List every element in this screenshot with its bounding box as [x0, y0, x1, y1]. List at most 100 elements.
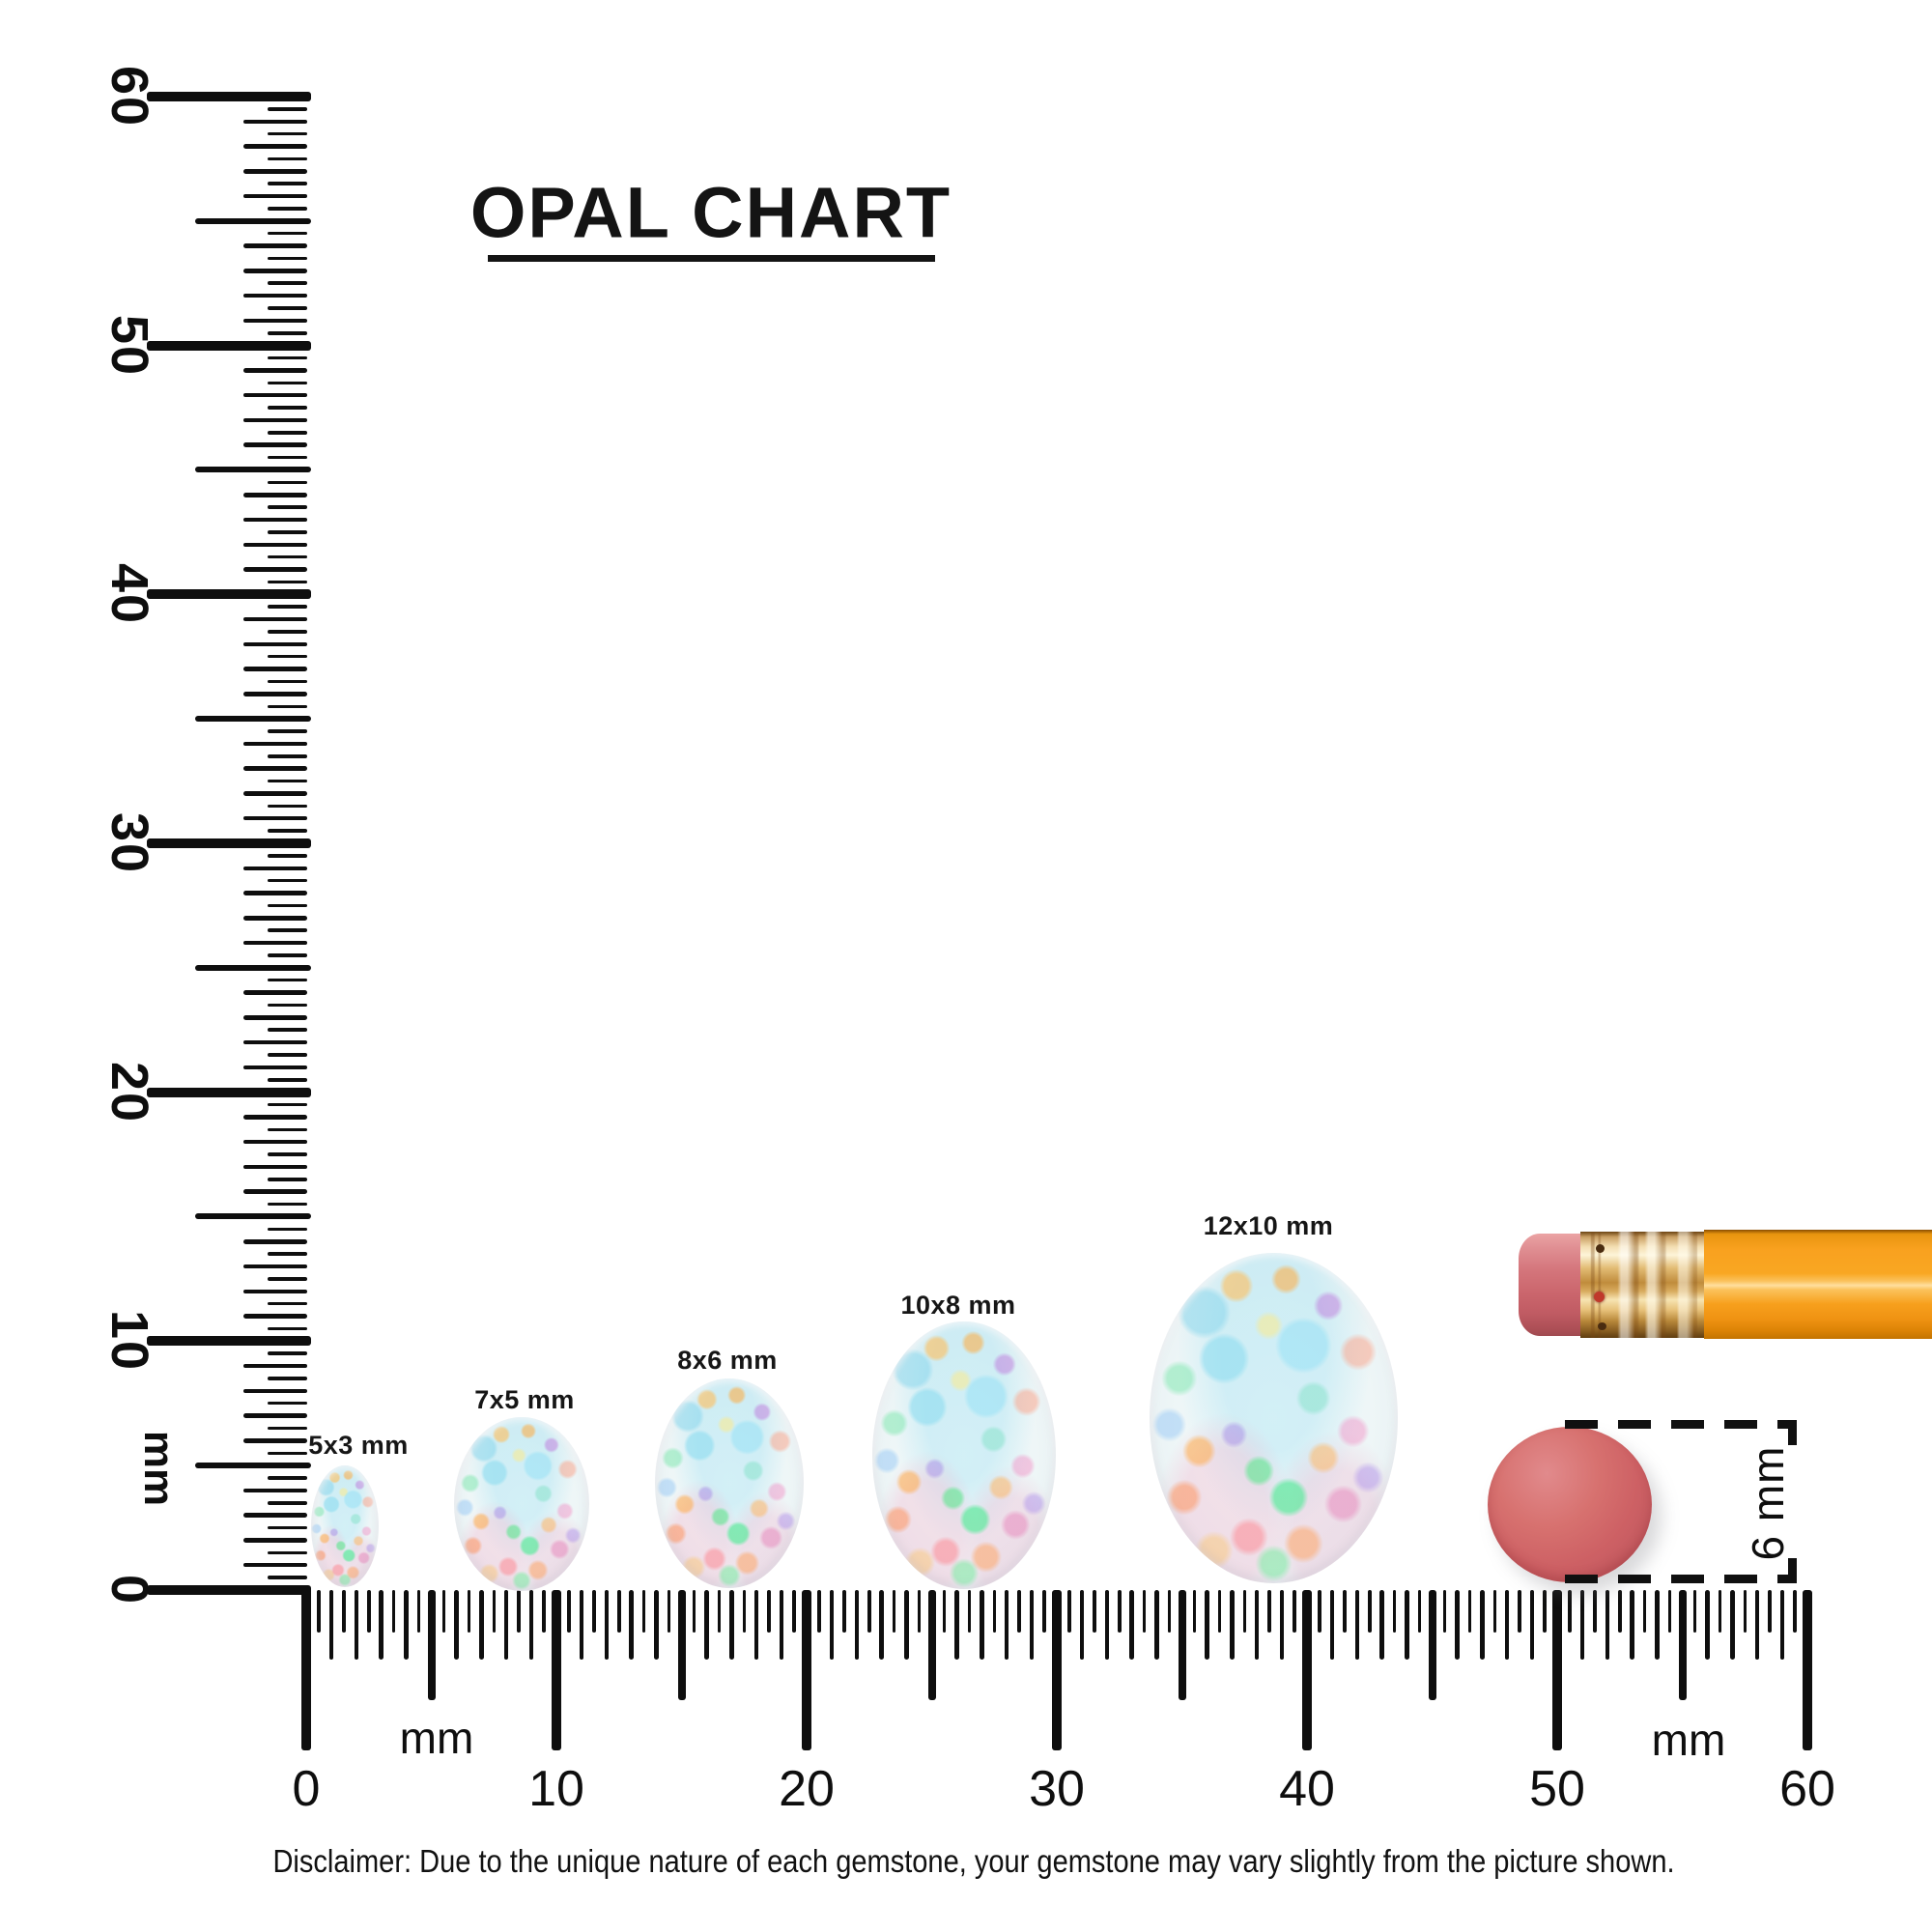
- vertical-ruler-tick: [268, 1476, 307, 1480]
- horizontal-ruler-tick: [1768, 1590, 1772, 1633]
- measurement-dashed-line-bottom: [1565, 1575, 1797, 1583]
- horizontal-ruler-tick: [1004, 1590, 1009, 1660]
- vertical-ruler-tick: [243, 990, 307, 995]
- horizontal-ruler-tick: [479, 1590, 484, 1660]
- horizontal-ruler-tick: [1552, 1590, 1562, 1750]
- horizontal-ruler-tick: [454, 1590, 459, 1660]
- vertical-ruler-tick: [268, 431, 307, 435]
- vertical-ruler-tick: [268, 580, 307, 584]
- vertical-ruler-tick: [243, 442, 307, 447]
- vertical-ruler-number: 50: [100, 314, 158, 377]
- vertical-ruler-tick: [268, 381, 307, 385]
- vertical-ruler-tick: [268, 704, 307, 709]
- vertical-ruler-tick: [268, 1053, 307, 1057]
- vertical-ruler-tick: [268, 1152, 307, 1156]
- vertical-ruler-tick: [268, 729, 307, 733]
- horizontal-ruler-tick: [829, 1590, 835, 1660]
- vertical-ruler-tick: [243, 1438, 307, 1443]
- vertical-ruler-tick: [243, 417, 307, 423]
- vertical-ruler-tick: [268, 1227, 307, 1232]
- vertical-ruler-tick: [268, 1550, 307, 1555]
- vertical-ruler-tick: [243, 791, 307, 796]
- horizontal-ruler-tick: [467, 1590, 471, 1633]
- horizontal-ruler-tick: [567, 1590, 571, 1633]
- horizontal-ruler-tick: [1129, 1590, 1134, 1660]
- horizontal-ruler-tick: [854, 1590, 860, 1660]
- horizontal-ruler-number: 10: [528, 1761, 584, 1817]
- horizontal-ruler-tick: [692, 1590, 696, 1633]
- horizontal-ruler-number: 0: [292, 1761, 321, 1817]
- horizontal-ruler-tick: [1279, 1590, 1285, 1660]
- horizontal-ruler-tick: [367, 1590, 371, 1633]
- horizontal-ruler-tick: [879, 1590, 884, 1660]
- vertical-ruler-tick: [243, 144, 307, 149]
- vertical-ruler-tick: [268, 1202, 307, 1207]
- vertical-ruler-tick: [268, 505, 307, 509]
- horizontal-ruler-tick: [1217, 1590, 1222, 1633]
- vertical-ruler-number: 20: [100, 1061, 158, 1123]
- vertical-ruler-tick: [243, 368, 307, 373]
- vertical-ruler-tick: [243, 667, 307, 671]
- horizontal-ruler-tick: [927, 1590, 936, 1700]
- title-underline: [488, 255, 935, 262]
- horizontal-ruler-tick: [1743, 1590, 1747, 1633]
- horizontal-ruler-tick: [1667, 1590, 1672, 1633]
- horizontal-ruler-tick: [917, 1590, 922, 1633]
- horizontal-ruler-tick: [328, 1590, 334, 1660]
- horizontal-ruler-tick: [391, 1590, 396, 1633]
- horizontal-ruler-tick: [1630, 1590, 1634, 1660]
- vertical-ruler-tick: [268, 605, 307, 609]
- vertical-ruler-tick: [268, 1252, 307, 1256]
- eraser-top-view-circle: [1488, 1427, 1652, 1582]
- vertical-ruler-tick: [268, 1301, 307, 1306]
- horizontal-ruler-tick: [1529, 1590, 1535, 1660]
- measurement-dashed-line-top: [1565, 1420, 1797, 1429]
- vertical-ruler-tick: [243, 1562, 307, 1568]
- vertical-ruler-tick: [243, 616, 307, 622]
- horizontal-ruler-tick: [1318, 1590, 1321, 1633]
- vertical-ruler-tick: [268, 1576, 307, 1579]
- horizontal-ruler-tick: [1730, 1590, 1735, 1660]
- horizontal-ruler-tick: [1354, 1590, 1360, 1660]
- horizontal-ruler-tick: [1655, 1590, 1660, 1660]
- horizontal-ruler-tick: [1343, 1590, 1347, 1633]
- horizontal-ruler-tick: [1492, 1590, 1496, 1633]
- vertical-ruler-tick: [243, 1139, 307, 1145]
- vertical-ruler-number: 40: [100, 563, 158, 626]
- horizontal-ruler-tick: [1779, 1590, 1785, 1660]
- horizontal-ruler-tick: [1678, 1590, 1687, 1700]
- vertical-ruler-number: 60: [100, 65, 158, 128]
- horizontal-ruler-unit-label-right: mm: [1651, 1715, 1726, 1765]
- vertical-ruler-tick: [195, 217, 311, 224]
- horizontal-ruler-number: 40: [1279, 1761, 1335, 1817]
- vertical-ruler-tick: [243, 567, 307, 572]
- vertical-ruler-tick: [268, 131, 307, 136]
- horizontal-ruler-tick: [1042, 1590, 1046, 1633]
- horizontal-ruler-tick: [427, 1590, 436, 1700]
- vertical-ruler-tick: [147, 340, 311, 351]
- vertical-ruler-tick: [243, 1289, 307, 1294]
- pencil-body: [1704, 1230, 1932, 1339]
- vertical-ruler-tick: [268, 804, 307, 809]
- vertical-ruler-tick: [195, 964, 311, 971]
- horizontal-ruler-tick: [1543, 1590, 1547, 1633]
- vertical-ruler-tick: [243, 1239, 307, 1244]
- vertical-ruler-tick: [268, 1326, 307, 1331]
- vertical-ruler-tick: [268, 953, 307, 957]
- vertical-ruler-tick: [268, 1426, 307, 1431]
- horizontal-ruler-tick: [717, 1590, 722, 1633]
- vertical-ruler-tick: [268, 630, 307, 634]
- horizontal-ruler-tick: [517, 1590, 521, 1633]
- horizontal-ruler-tick: [579, 1590, 584, 1660]
- vertical-ruler-tick: [268, 1501, 307, 1505]
- opal-size-label: 8x6 mm: [677, 1346, 778, 1375]
- vertical-ruler-tick: [268, 207, 307, 211]
- vertical-ruler-tick: [243, 293, 307, 298]
- horizontal-ruler-tick: [542, 1590, 546, 1633]
- horizontal-ruler-tick: [867, 1590, 871, 1633]
- vertical-ruler-tick: [243, 1538, 307, 1543]
- horizontal-ruler-number: 60: [1779, 1761, 1835, 1817]
- vertical-ruler-tick: [268, 455, 307, 460]
- horizontal-ruler-tick: [641, 1590, 646, 1633]
- ferrule-crimp-dot: [1594, 1292, 1605, 1302]
